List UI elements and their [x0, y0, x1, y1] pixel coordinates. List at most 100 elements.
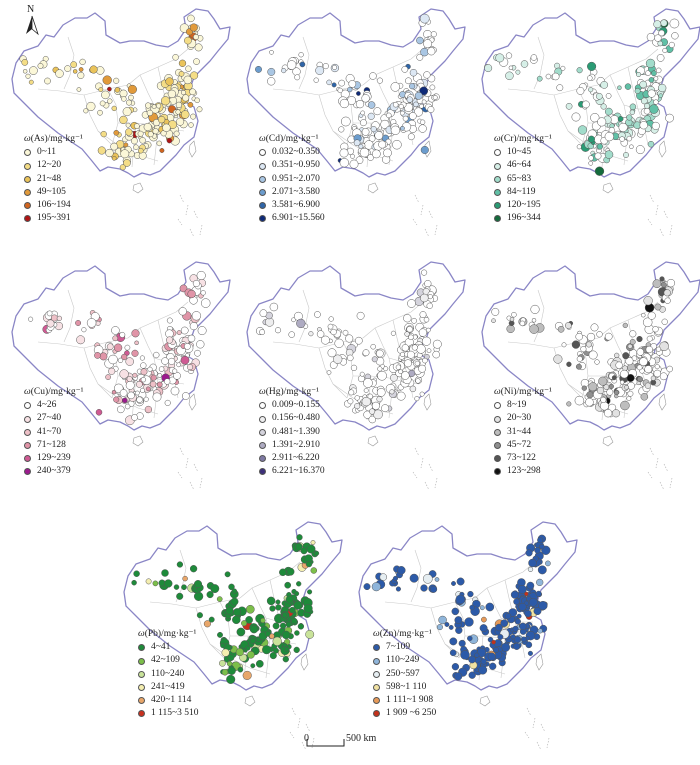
- sample-point: [484, 64, 493, 73]
- sample-point: [279, 568, 287, 577]
- sample-point: [189, 23, 198, 32]
- sample-point: [210, 584, 220, 594]
- sample-point: [358, 143, 364, 149]
- province-boundary: [410, 549, 422, 603]
- sample-point: [505, 52, 513, 59]
- sample-point: [575, 332, 583, 341]
- legend-swatch: [259, 441, 266, 449]
- sample-point: [576, 144, 582, 150]
- sample-point: [582, 100, 590, 109]
- legend-label: 21~48: [37, 173, 62, 184]
- sample-point: [468, 655, 476, 664]
- sample-point: [305, 629, 315, 639]
- sample-point: [416, 53, 424, 61]
- scale-label: 500 km: [346, 733, 377, 744]
- sample-point: [145, 386, 151, 392]
- sample-point: [310, 567, 318, 574]
- sample-point: [571, 112, 581, 122]
- sample-point: [418, 328, 428, 337]
- sample-point: [655, 346, 662, 352]
- sample-point: [113, 343, 123, 352]
- sample-point: [644, 382, 652, 389]
- sample-point: [413, 107, 424, 117]
- legend-label: 1 115~3 510: [151, 708, 199, 719]
- legend-swatch: [259, 455, 266, 463]
- legend-item: 110~249: [373, 654, 436, 667]
- sample-point: [46, 310, 53, 317]
- legend-label: 6.901~15.560: [272, 213, 325, 224]
- sample-point: [46, 319, 55, 328]
- sample-point: [249, 637, 256, 644]
- sample-point: [156, 381, 163, 388]
- legend-title-symbol: ω: [24, 387, 31, 397]
- sample-point: [627, 390, 634, 397]
- sample-point: [390, 82, 401, 92]
- sample-point: [427, 294, 433, 300]
- sample-point: [528, 597, 538, 607]
- sample-point: [132, 372, 138, 378]
- sample-point: [639, 357, 648, 367]
- sample-point: [421, 99, 427, 105]
- sample-point: [299, 61, 306, 68]
- legend-label: 20~30: [507, 413, 532, 424]
- sample-point: [636, 364, 643, 371]
- sample-point: [190, 113, 197, 120]
- hainan-island: [244, 695, 256, 707]
- sample-point: [185, 65, 192, 72]
- sample-point: [307, 589, 313, 595]
- sample-point: [191, 311, 202, 321]
- sample-point: [478, 665, 488, 675]
- sample-point: [259, 329, 266, 336]
- sample-point: [314, 550, 320, 556]
- sample-point: [296, 318, 306, 329]
- sample-point: [361, 94, 370, 103]
- legend-label: 45~72: [507, 439, 532, 450]
- sample-point: [176, 330, 182, 336]
- sample-point: [76, 335, 86, 345]
- legend-label: 0.032~0.350: [272, 147, 320, 158]
- sample-point: [176, 592, 184, 600]
- sample-point: [605, 93, 612, 99]
- sample-point: [658, 83, 667, 93]
- hainan-island: [132, 182, 144, 194]
- sample-point: [524, 609, 532, 618]
- sample-point: [429, 84, 436, 91]
- sample-point: [139, 355, 145, 361]
- sample-point: [406, 326, 413, 333]
- sample-point: [178, 59, 187, 67]
- sample-point: [416, 344, 426, 354]
- sample-point: [114, 87, 121, 93]
- sample-point: [194, 43, 203, 52]
- sample-point: [279, 622, 287, 629]
- sample-point: [587, 135, 595, 143]
- legend-item: 73~122: [494, 452, 552, 465]
- sample-point: [143, 122, 152, 132]
- sample-point: [426, 348, 432, 354]
- legend-swatch: [138, 644, 145, 652]
- sample-point: [267, 67, 276, 76]
- legend-title-unit: (Pb)/mg·kg⁻¹: [144, 629, 197, 639]
- sample-point: [227, 666, 236, 675]
- sample-point: [272, 622, 280, 630]
- north-label: N: [27, 4, 35, 15]
- legend-label: 0.156~0.480: [272, 413, 320, 424]
- legend-title-unit: (Cu)/mg·kg⁻¹: [30, 387, 84, 397]
- sample-point: [485, 602, 495, 612]
- sample-point: [187, 14, 195, 23]
- hainan-island: [367, 182, 379, 194]
- sample-point: [551, 72, 560, 81]
- sample-point: [643, 107, 651, 115]
- sample-point: [315, 66, 325, 75]
- sample-point: [594, 359, 600, 365]
- sample-point: [619, 136, 625, 142]
- sample-point: [538, 600, 548, 611]
- legend-swatch: [494, 428, 501, 436]
- map-svg-as: [11, 8, 231, 238]
- legend-label: 196~344: [507, 213, 541, 224]
- legend-swatch: [373, 644, 380, 652]
- sample-point: [55, 69, 64, 78]
- sample-point: [266, 596, 276, 606]
- sample-point: [175, 101, 183, 109]
- legend-item: 196~344: [494, 212, 552, 225]
- sample-point: [196, 340, 205, 349]
